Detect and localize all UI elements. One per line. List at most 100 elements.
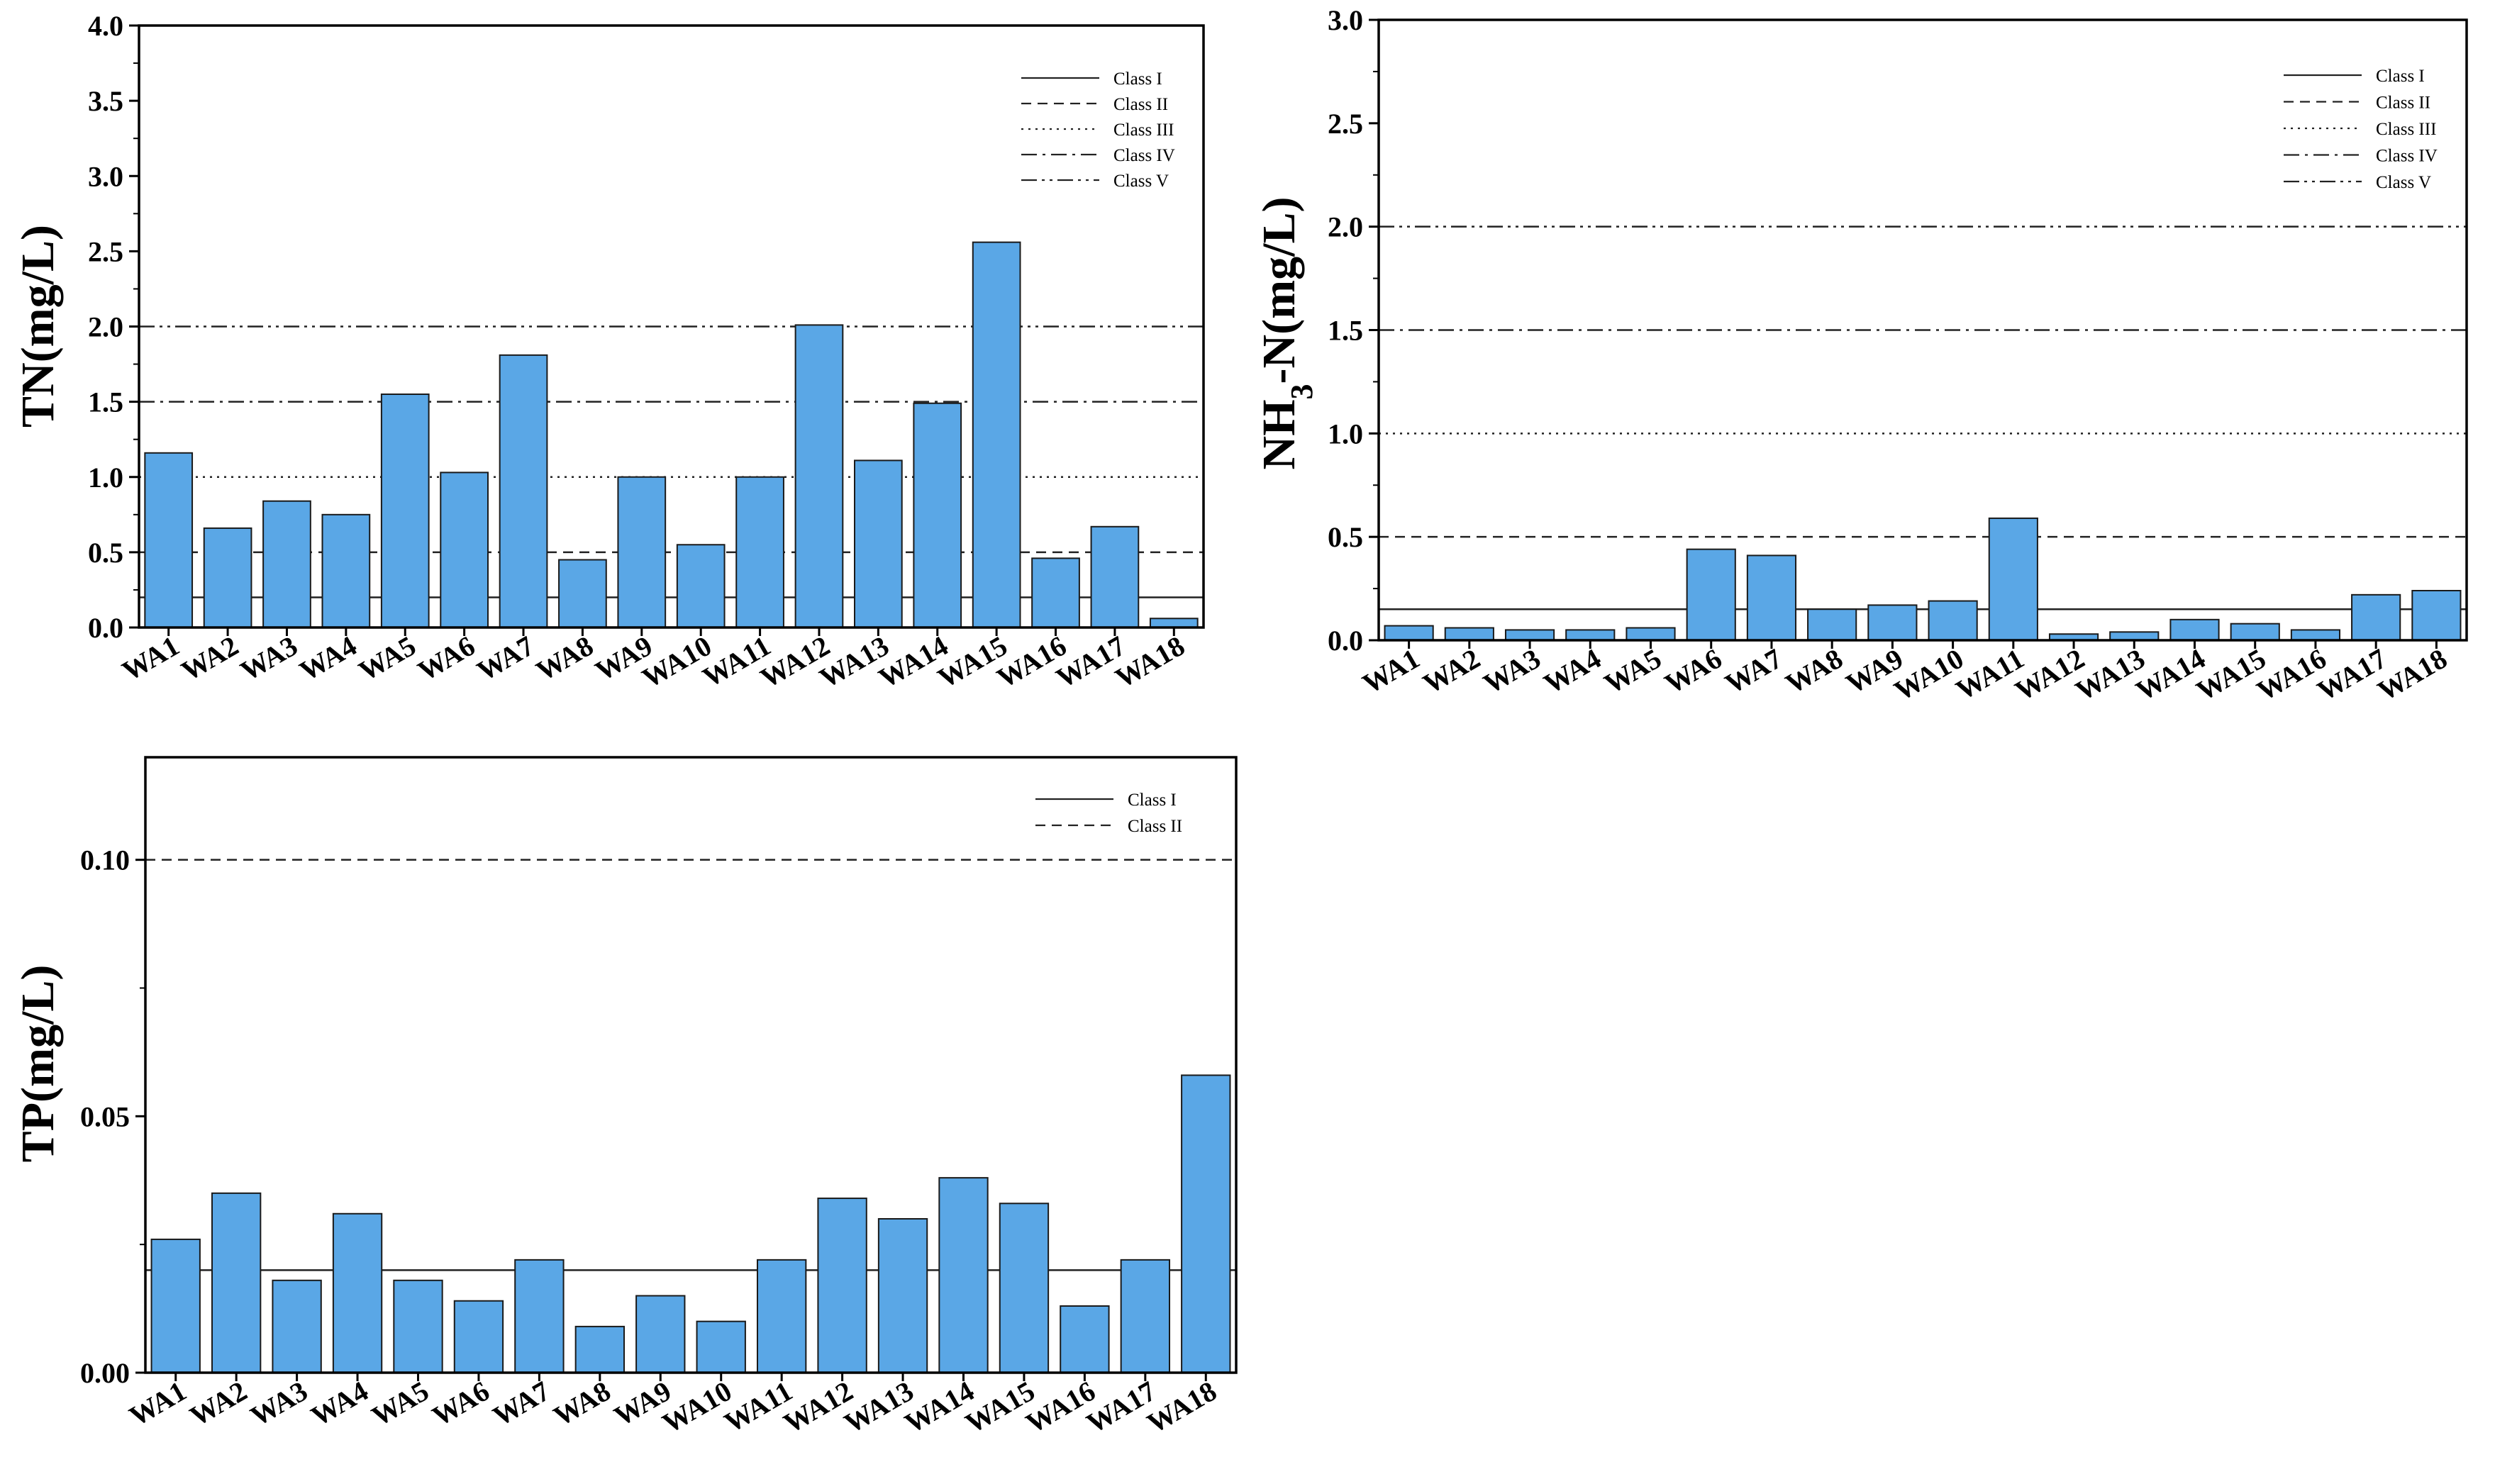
tn-category-label: WA1 [117, 630, 185, 687]
tn-legend-label: Class I [1113, 69, 1162, 89]
tn-ytick-label: 1.5 [88, 386, 123, 418]
tp-bar-wa16 [1060, 1305, 1110, 1374]
tn-bar-wa1 [144, 452, 194, 628]
tn-category-label: WA5 [353, 630, 421, 687]
tn-bar-wa17 [1090, 525, 1140, 628]
tn-ytick-label: 3.0 [88, 160, 123, 192]
tp-category-label: WA18 [1142, 1375, 1222, 1439]
tp-category-label: WA3 [245, 1375, 313, 1432]
nh3-bar-wa3 [1504, 629, 1555, 642]
tn-bar-wa8 [558, 559, 607, 628]
nh3-category-label: WA3 [1478, 642, 1546, 700]
tn-category-label: WA18 [1110, 630, 1190, 694]
nh3-ytick-label: 2.5 [1328, 108, 1363, 140]
nh3-ytick-label: 0.5 [1328, 521, 1363, 553]
nh3-category-label: WA1 [1357, 642, 1425, 700]
tp-category-label: WA2 [184, 1375, 252, 1432]
nh3-bar-wa14 [2169, 618, 2220, 641]
tn-bar-wa3 [262, 500, 311, 629]
nh3-bar-wa9 [1867, 604, 1918, 642]
tn-plot-frame [138, 24, 1205, 629]
tp-bar-wa13 [877, 1218, 928, 1373]
tn-category-label: WA6 [413, 630, 481, 687]
tp-bar-wa3 [272, 1279, 322, 1374]
tn-ytick-label: 3.5 [88, 85, 123, 117]
tp-ytick-label: 0.00 [80, 1357, 130, 1389]
tn-chart-panel: 0.00.51.01.52.02.53.03.54.0WA1WA2WA3WA4W… [12, 10, 1205, 694]
tn-bar-wa16 [1031, 557, 1080, 628]
nh3-bar-wa8 [1807, 608, 1857, 641]
tp-bar-wa6 [453, 1300, 504, 1373]
nh3-category-label: WA8 [1780, 642, 1848, 700]
tp-legend-label: Class II [1128, 817, 1182, 836]
tn-bar-wa15 [972, 241, 1021, 628]
nh3-category-label: WA18 [2372, 642, 2452, 707]
tp-bar-wa2 [211, 1192, 262, 1374]
nh3-bar-wa17 [2351, 593, 2401, 641]
tp-category-label: WA7 [487, 1375, 555, 1432]
tp-bar-wa18 [1181, 1074, 1231, 1373]
tp-plot-frame [144, 756, 1238, 1374]
nh3-ytick-label: 1.0 [1328, 418, 1363, 450]
tn-ytick-label: 4.0 [88, 10, 123, 42]
nh3-bar-wa4 [1565, 629, 1616, 642]
tn-bar-wa13 [854, 459, 903, 629]
tp-chart-panel: 0.000.050.10WA1WA2WA3WA4WA5WA6WA7WA8WA9W… [12, 756, 1238, 1439]
tn-ytick-label: 0.5 [88, 537, 123, 569]
tp-ytick-label: 0.05 [80, 1100, 130, 1132]
tn-legend-label: Class III [1113, 121, 1174, 140]
nh3-category-label: WA5 [1599, 642, 1667, 700]
tn-category-label: WA8 [530, 630, 599, 687]
nh3-ytick-label: 2.0 [1328, 211, 1363, 243]
tn-ytick-label: 2.0 [88, 311, 123, 343]
tn-bar-wa10 [676, 544, 726, 629]
tn-bar-wa4 [321, 513, 371, 628]
tp-category-label: WA5 [366, 1375, 434, 1432]
tp-bar-wa5 [393, 1279, 443, 1374]
tn-category-label: WA7 [472, 630, 540, 687]
tn-legend-label: Class IV [1113, 146, 1175, 165]
tp-bar-wa12 [817, 1198, 867, 1373]
tn-bar-wa18 [1149, 618, 1199, 629]
nh3-ytick-label: 0.0 [1328, 625, 1363, 657]
nh3-legend-label: Class II [2376, 94, 2430, 113]
tp-y-axis-title: TP(mg/L) [12, 965, 64, 1163]
tp-category-label: WA4 [306, 1375, 374, 1432]
nh3-category-label: WA2 [1418, 642, 1486, 700]
tn-bar-wa12 [794, 324, 844, 628]
nh3-bar-wa1 [1384, 625, 1434, 641]
nh3-bar-wa7 [1746, 554, 1797, 642]
nh3-bar-wa5 [1626, 627, 1676, 641]
tn-bar-wa6 [440, 472, 489, 628]
tp-legend-label: Class I [1128, 791, 1177, 810]
nh3-bar-wa15 [2230, 623, 2280, 642]
tn-legend-label: Class II [1113, 95, 1168, 114]
tn-category-label: WA4 [294, 630, 362, 687]
tn-y-axis-title: TN(mg/L) [12, 225, 64, 428]
tp-ytick-label: 0.10 [80, 844, 130, 876]
nh3-bar-wa2 [1444, 627, 1494, 641]
nh3-category-label: WA7 [1720, 642, 1788, 700]
tn-bar-wa2 [203, 527, 252, 628]
nh3-bar-wa11 [1988, 517, 2038, 642]
nh3-y-axis-title: NH3-N(mg/L) [1253, 197, 1319, 470]
tn-legend-label: Class V [1113, 172, 1169, 191]
nh3-legend-label: Class IV [2376, 147, 2438, 166]
tp-category-label: WA6 [427, 1375, 495, 1432]
tn-bar-wa7 [499, 354, 548, 628]
nh3-chart-panel: 0.00.51.01.52.02.53.0WA1WA2WA3WA4WA5WA6W… [1253, 4, 2468, 707]
nh3-bar-wa10 [1928, 600, 1978, 641]
nh3-legend-label: Class V [2376, 173, 2431, 192]
tp-bar-wa7 [514, 1259, 565, 1374]
tp-category-label: WA8 [548, 1375, 616, 1432]
tn-ytick-label: 1.0 [88, 462, 123, 493]
tn-category-label: WA3 [235, 630, 303, 687]
tp-category-label: WA1 [124, 1375, 192, 1432]
tp-bar-wa9 [635, 1295, 686, 1373]
tp-bar-wa15 [999, 1203, 1050, 1374]
tn-ytick-label: 2.5 [88, 235, 123, 267]
tp-bar-wa1 [150, 1238, 201, 1374]
tp-bar-wa14 [938, 1177, 989, 1373]
tp-bar-wa10 [696, 1320, 746, 1373]
tn-bar-wa14 [913, 402, 962, 628]
